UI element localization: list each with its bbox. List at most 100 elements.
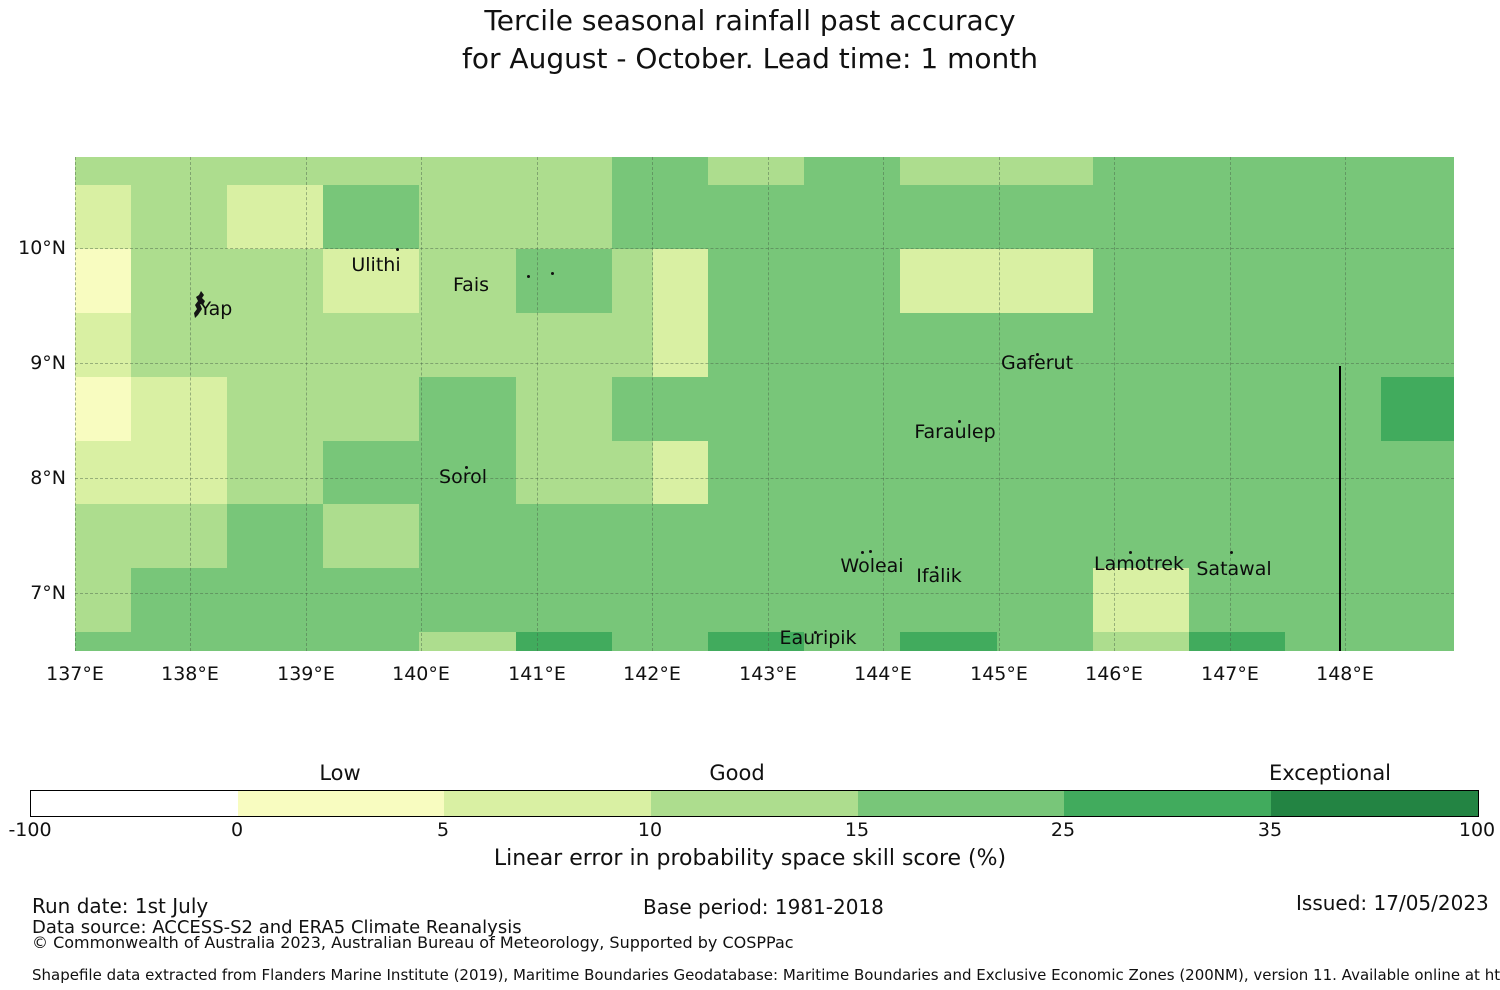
heatmap-cell [516, 632, 612, 651]
heatmap-cell [1093, 249, 1189, 313]
longitude-gridline [768, 157, 769, 651]
heatmap-cell [900, 157, 997, 185]
heatmap-cell [323, 249, 419, 313]
colorbar-tick-label: 10 [637, 819, 663, 841]
heatmap-cell [227, 504, 323, 568]
heatmap-cell [516, 568, 612, 632]
heatmap-cell [997, 249, 1093, 313]
heatmap-cell [653, 504, 708, 568]
island-label-woleai: Woleai [840, 555, 904, 577]
heatmap-cell [227, 185, 323, 249]
heatmap-cell [516, 313, 612, 377]
x-tick-label: 144°E [854, 663, 912, 685]
heatmap-cell [653, 157, 708, 185]
heatmap-cell [323, 568, 419, 632]
heatmap-cell [227, 157, 323, 185]
colorbar-segment [858, 791, 1064, 816]
x-tick-label: 147°E [1201, 663, 1259, 685]
heatmap-cell [419, 185, 516, 249]
colorbar-word-low: Low [319, 761, 361, 785]
footer-copyright: © Commonwealth of Australia 2023, Austra… [32, 933, 794, 952]
heatmap-cell [997, 504, 1093, 568]
heatmap-cell [900, 568, 997, 632]
colorbar-tick-label: 25 [1050, 819, 1076, 841]
heatmap-cell [612, 157, 653, 185]
longitude-gridline [306, 157, 307, 651]
heatmap-cell [131, 249, 227, 313]
heatmap-cell [612, 185, 653, 249]
heatmap-cell [653, 632, 708, 651]
heatmap-cell [131, 377, 227, 441]
colorbar [30, 790, 1479, 817]
heatmap-cell [419, 377, 516, 441]
x-tick-label: 145°E [970, 663, 1028, 685]
heatmap-cell [1093, 313, 1189, 377]
y-tick-label: 7°N [30, 582, 66, 604]
heatmap-cell [419, 313, 516, 377]
heatmap-cell [653, 377, 708, 441]
heatmap-cell [419, 249, 516, 313]
heatmap-cell [804, 313, 900, 377]
heatmap-cell [1381, 185, 1454, 249]
colorbar-segment [1064, 791, 1271, 816]
heatmap-cell [131, 504, 227, 568]
heatmap-cell [1189, 377, 1285, 441]
heatmap-cell [653, 313, 708, 377]
heatmap-cell [516, 249, 612, 313]
heatmap-cell [900, 632, 997, 651]
latitude-gridline [75, 478, 1454, 479]
longitude-gridline [652, 157, 653, 651]
x-tick-label: 143°E [739, 663, 797, 685]
chart-title-line1: Tercile seasonal rainfall past accuracy [484, 4, 1016, 37]
colorbar-tick-label: 5 [436, 819, 450, 841]
heatmap-cell [997, 377, 1093, 441]
island-label-faraulep: Faraulep [914, 421, 996, 443]
heatmap-cell [900, 185, 997, 249]
island-marker-dot [551, 272, 554, 275]
heatmap-cell [653, 441, 708, 504]
heatmap-cell [804, 185, 900, 249]
heatmap-cell [1093, 504, 1189, 568]
heatmap-cell [227, 632, 323, 651]
heatmap-cell [653, 185, 708, 249]
longitude-gridline [75, 157, 76, 651]
island-label-satawal: Satawal [1196, 558, 1272, 580]
island-marker-dot [869, 550, 872, 553]
x-tick-label: 142°E [623, 663, 681, 685]
heatmap-cell [1093, 632, 1189, 651]
heatmap-cell [900, 441, 997, 504]
heatmap-cell [516, 157, 612, 185]
heatmap-cell [323, 185, 419, 249]
heatmap-cell [131, 441, 227, 504]
heatmap-cell [1093, 568, 1189, 632]
colorbar-tick-label: 35 [1257, 819, 1283, 841]
heatmap-cell [1189, 313, 1285, 377]
heatmap-cell [708, 249, 804, 313]
colorbar-tick-label: 100 [1458, 819, 1496, 841]
heatmap-cell [75, 504, 131, 568]
heatmap-cell [1381, 504, 1454, 568]
heatmap-cell [1189, 441, 1285, 504]
heatmap-cell [612, 441, 653, 504]
heatmap-cell [708, 313, 804, 377]
footer-run-date: Run date: 1st July [32, 894, 209, 918]
heatmap-cell [419, 632, 516, 651]
heatmap-cell [900, 249, 997, 313]
heatmap-cell [1381, 632, 1454, 651]
colorbar-axis-label: Linear error in probability space skill … [493, 846, 1007, 871]
island-marker-dot [1230, 551, 1233, 554]
heatmap-cell [997, 632, 1093, 651]
heatmap-cell [323, 313, 419, 377]
maritime-eez-boundary [1339, 366, 1341, 651]
heatmap-cell [1285, 377, 1381, 441]
heatmap-cell [612, 504, 653, 568]
heatmap-cell [1189, 185, 1285, 249]
heatmap-cell [708, 377, 804, 441]
colorbar-tick-label: 0 [230, 819, 244, 841]
colorbar-word-exceptional: Exceptional [1268, 761, 1392, 785]
x-tick-label: 146°E [1085, 663, 1143, 685]
heatmap-cell [1381, 441, 1454, 504]
heatmap-cell [323, 441, 419, 504]
x-tick-label: 137°E [46, 663, 104, 685]
